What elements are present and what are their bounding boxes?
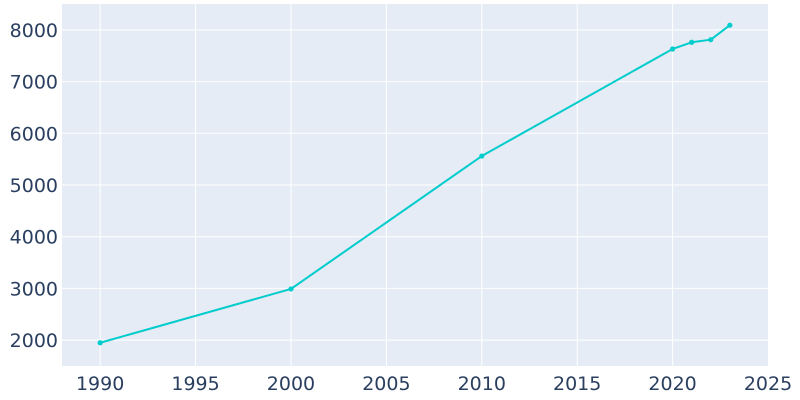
x-tick-label: 2015 (553, 373, 601, 395)
y-tick-label: 3000 (10, 278, 58, 300)
y-gridlines (62, 29, 768, 341)
data-point-2023 (727, 22, 733, 28)
x-axis-tick-labels: 1990 1995 2000 2005 2010 2015 2020 2025 (76, 373, 792, 395)
y-tick-label: 7000 (10, 72, 58, 94)
y-tick-label: 6000 (10, 123, 58, 145)
data-point-2022 (708, 37, 714, 43)
x-tick-label: 2025 (744, 373, 792, 395)
y-tick-label: 4000 (10, 227, 58, 249)
x-tick-label: 1995 (171, 373, 219, 395)
x-tick-label: 2010 (458, 373, 506, 395)
data-point-2021 (689, 39, 695, 45)
y-tick-label: 8000 (10, 20, 58, 42)
x-tick-label: 1990 (76, 373, 124, 395)
data-point-2010 (479, 153, 485, 159)
data-point-2020 (669, 46, 676, 52)
y-tick-label: 2000 (10, 330, 58, 352)
data-point-1990 (97, 340, 103, 346)
x-tick-label: 2020 (648, 373, 696, 395)
y-tick-label: 5000 (10, 175, 58, 197)
x-tick-label: 2005 (362, 373, 410, 395)
series-layer (97, 22, 733, 346)
y-axis-tick-labels: 2000 3000 4000 5000 6000 7000 8000 (10, 20, 58, 352)
x-tick-label: 2000 (267, 373, 315, 395)
data-point-2000 (288, 286, 294, 292)
